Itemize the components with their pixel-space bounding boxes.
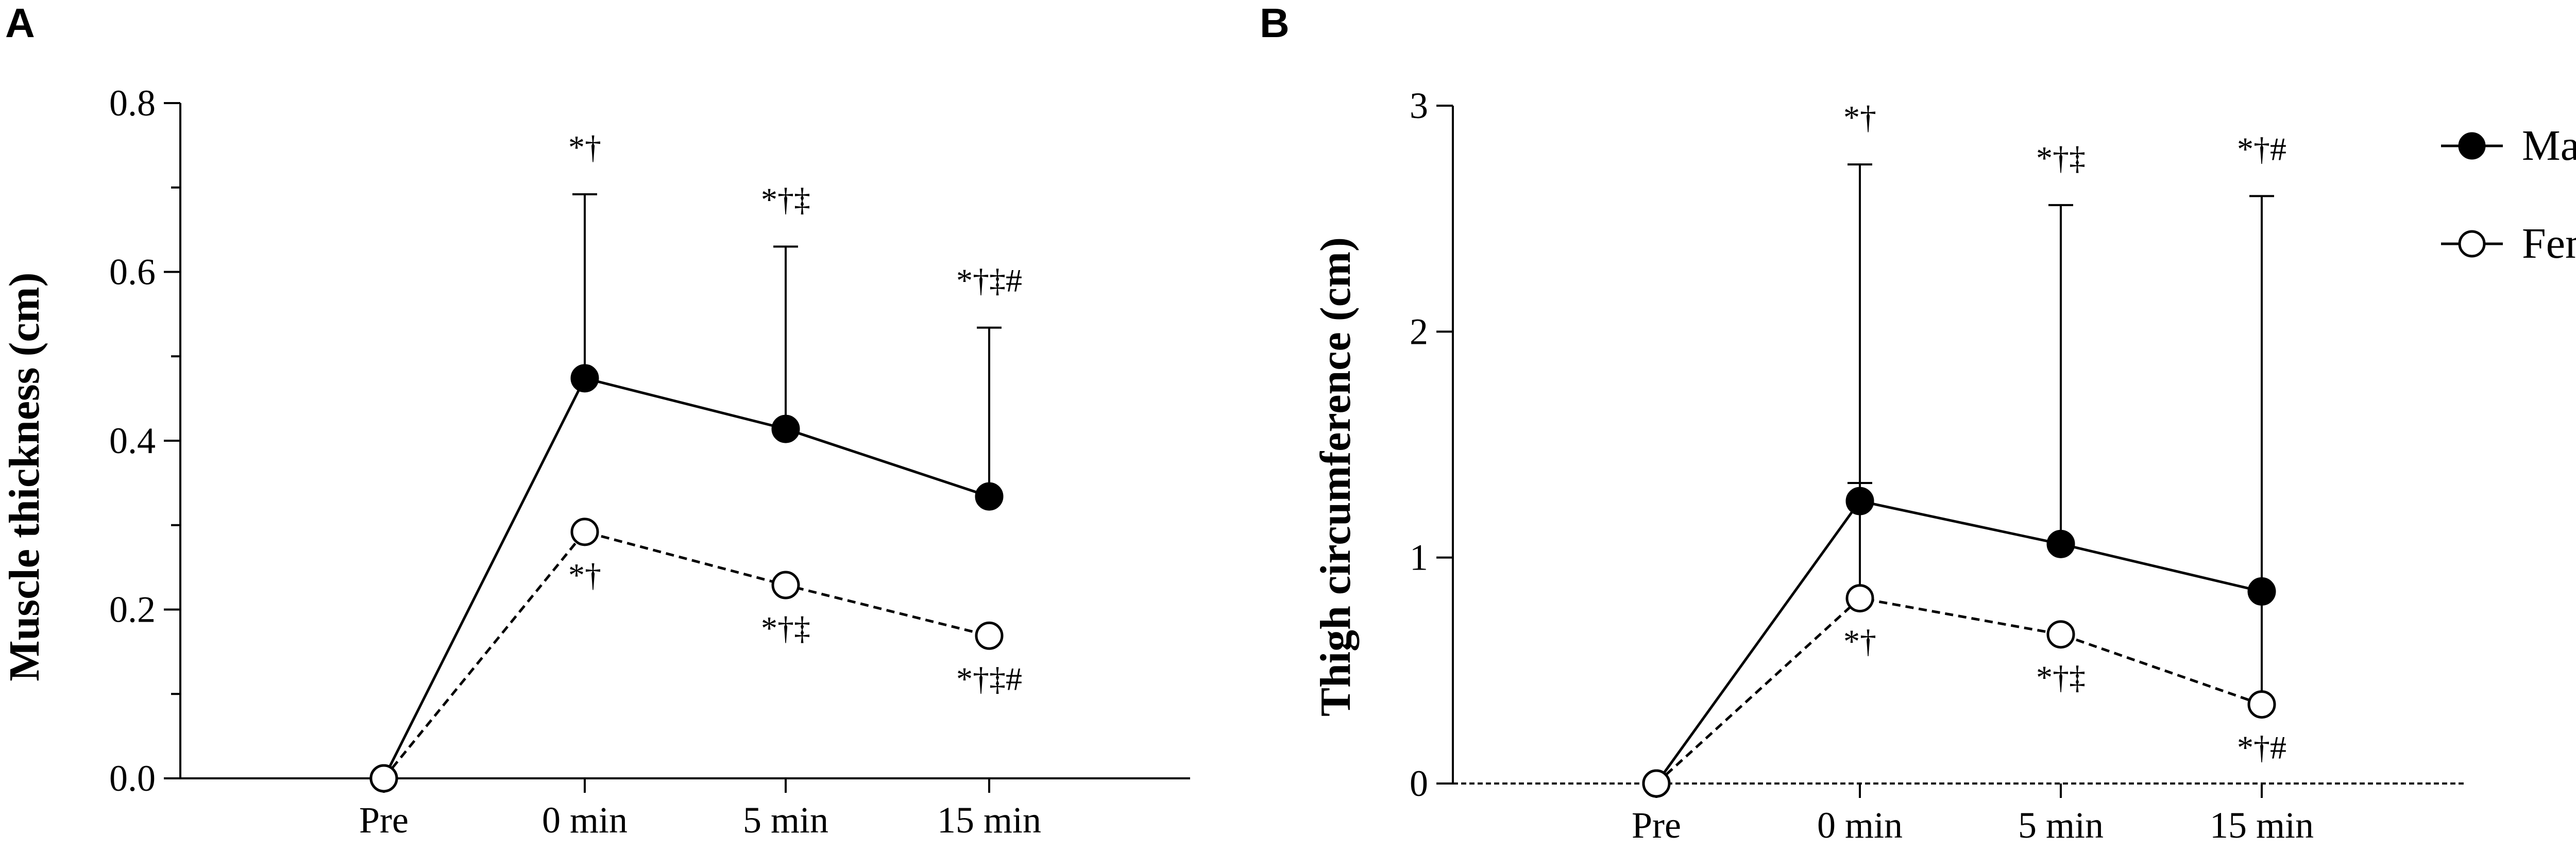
legend-marker-males	[2458, 132, 2486, 160]
panel-b-significance-females: *†	[1843, 623, 1876, 660]
panel-a-x-tick-label: Pre	[359, 799, 409, 841]
panel-b-marker-males	[2247, 577, 2276, 606]
panel-a-y-tick-label: 0.8	[109, 82, 156, 124]
panel-a-y-tick-label: 0.4	[109, 420, 156, 461]
panel-b-significance-males: *†#	[2237, 130, 2286, 167]
panel-a-significance-males: *†‡#	[956, 262, 1022, 299]
panel-a-x-tick-label: 5 min	[743, 799, 828, 841]
panel-b-significance-males: *†	[1843, 99, 1876, 136]
panel-b-significance-females: *†#	[2237, 729, 2286, 766]
panel-a-y-tick-label: 0.2	[109, 589, 156, 630]
legend-label-males: Males	[2522, 122, 2576, 170]
panel-a-significance-females: *†‡#	[956, 660, 1022, 697]
panel-a-marker-females	[369, 764, 398, 793]
panel-a-significance-females: *†‡	[761, 610, 810, 646]
panel-b-marker-females	[2046, 620, 2075, 649]
panel-a-series-line-males	[382, 376, 990, 779]
panel-a-significance-males: *†‡	[761, 181, 810, 218]
panel-a-marker-females	[570, 518, 599, 546]
panel-b-y-axis-title: Thigh circumference (cm)	[1312, 237, 1360, 716]
panel-b-marker-males	[1845, 487, 1874, 515]
panel-b-x-tick-label: Pre	[1632, 805, 1681, 846]
panel-b-marker-females	[2247, 690, 2276, 719]
panel-b-y-tick-label: 0	[1410, 763, 1428, 804]
panel-b-series: *† *†‡ *†# *† *†‡ *†#	[1642, 99, 2286, 798]
panel-a-marker-males	[570, 364, 599, 393]
panel-b-significance-females: *†‡	[2036, 659, 2086, 696]
panel-a-y-axis-title: Muscle thickness (cm)	[1, 272, 48, 681]
panel-a-marker-females	[975, 621, 1004, 650]
legend-label-females: Females	[2522, 220, 2576, 268]
panel-b-letter: B	[1260, 0, 1290, 46]
panel-a-significance-females: *†	[568, 557, 601, 593]
panel-a-series: *† *†‡ *†‡# *† *†‡ *†‡#	[369, 129, 1022, 793]
panel-b-marker-males	[2046, 529, 2075, 558]
panel-b-significance-males: *†‡	[2036, 140, 2086, 176]
legend-marker-females	[2458, 230, 2486, 258]
panel-b-series-line-males	[1655, 499, 2262, 785]
panel-b-marker-females	[1845, 584, 1874, 613]
panel-b-x-tick-label: 0 min	[1817, 805, 1903, 846]
legend: Males Females	[2441, 122, 2576, 268]
panel-b-y-tick-label: 3	[1410, 85, 1428, 126]
panel-b-x-tick-label: 15 min	[2210, 805, 2314, 846]
panel-a-y-tick-label: 0.6	[109, 252, 156, 293]
panel-a-series-line-females	[383, 530, 990, 779]
panel-b-series-line-females	[1655, 596, 2262, 785]
panel-b-x-tick-label: 5 min	[2018, 805, 2104, 846]
panel-a-marker-females	[771, 571, 800, 599]
panel-a-letter: A	[5, 0, 35, 46]
panel-a-marker-males	[771, 414, 800, 443]
panel-a-marker-males	[975, 482, 1004, 511]
panel-a-y-tick-label: 0.0	[109, 758, 156, 799]
panel-a-significance-males: *†	[568, 129, 601, 165]
panel-a-x-tick-label: 0 min	[542, 799, 628, 841]
panel-a-x-tick-label: 15 min	[937, 799, 1041, 841]
panel-b-y-tick-label: 2	[1410, 311, 1428, 352]
panel-a-axes: 0.0 0.2 0.4 0.6 0.8 Pre 0 min 5 min 15 min	[109, 82, 1190, 841]
panel-b-marker-females	[1642, 769, 1671, 798]
panel-b-y-tick-label: 1	[1410, 537, 1428, 578]
panel-b-axes: 0 1 2 3 Pre 0 min 5 min 15 min	[1410, 85, 2465, 846]
